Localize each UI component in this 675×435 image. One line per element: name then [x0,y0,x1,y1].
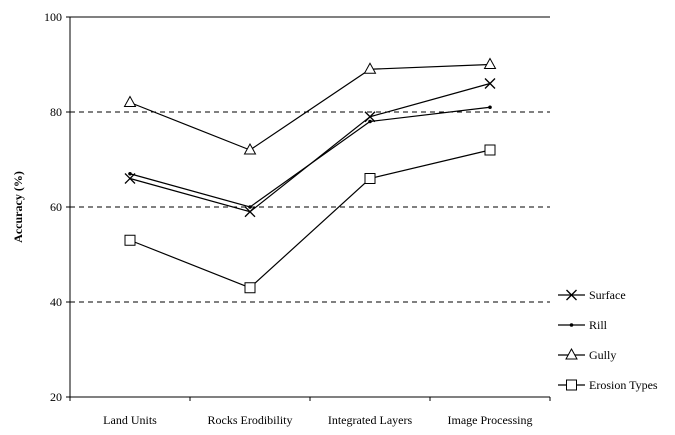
y-ticks: 20 40 60 80 100 [44,10,70,404]
legend-marker-erosion-types [566,379,577,391]
y-tick-label: 40 [50,295,62,309]
data-point-rill [128,171,132,176]
data-point-surface [244,206,256,218]
x-tick-label: Image Processing [448,413,533,427]
data-point-rill [368,119,372,124]
legend-label: Gully [589,348,616,362]
data-point-erosion-types [364,173,376,184]
series-erosion-types [124,144,496,294]
y-tick-label: 80 [50,105,62,119]
y-tick-label: 60 [50,200,62,214]
legend-label: Erosion Types [589,378,658,392]
data-point-erosion-types [244,282,256,294]
series-surface [124,78,496,218]
series-line-rill [129,106,491,208]
data-point-rill [488,105,492,110]
series [123,57,497,294]
x-ticks: Land Units Rocks Erodibility Integrated La… [69,397,551,427]
series-gully [123,57,497,155]
x-tick-label: Integrated Layers [328,413,413,427]
marker-x-stroke [364,111,376,123]
legend-marker-rill [569,323,574,327]
legend-item-erosion-types: Erosion Types [558,378,658,392]
legend-label: Surface [589,288,626,302]
legend: Surface Rill Gully Erosion Types [558,288,658,392]
y-tick-label: 20 [50,390,62,404]
legend-marker-surface [566,289,577,301]
data-point-erosion-types [124,234,136,246]
series-line-surface [129,82,491,213]
x-tick-label: Land Units [103,413,157,427]
data-point-gully [243,142,257,155]
legend-item-gully: Gully [558,347,616,362]
gridlines [70,111,550,303]
data-point-rill [248,205,252,209]
data-point-erosion-types [484,144,496,156]
marker-x-stroke [244,206,256,218]
series-line-erosion-types [129,149,491,289]
y-axis-title: Accuracy (%) [11,171,25,243]
data-point-surface [484,78,496,89]
series-rill [128,105,492,209]
data-point-gully [363,62,377,74]
legend-marker-gully [565,347,578,360]
marker-x-stroke [566,289,577,301]
data-point-gully [483,57,497,69]
marker-x-stroke [484,78,496,89]
data-point-surface [364,111,376,123]
x-tick-label: Rocks Erodibility [208,413,293,427]
legend-item-rill: Rill [558,318,608,332]
data-point-gully [123,95,137,107]
y-tick-label: 100 [44,10,62,24]
legend-item-surface: Surface [558,288,626,302]
series-line-gully [129,63,491,151]
legend-label: Rill [589,318,608,332]
